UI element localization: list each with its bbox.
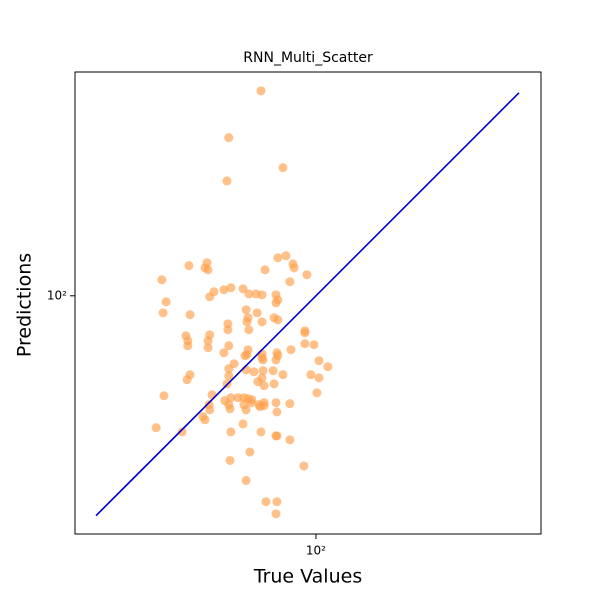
scatter-point bbox=[258, 355, 268, 365]
scatter-point bbox=[219, 348, 229, 358]
scatter-point bbox=[224, 341, 234, 351]
y-axis-label: Predictions bbox=[14, 253, 36, 357]
scatter-point bbox=[183, 341, 193, 351]
scatter-point bbox=[244, 325, 254, 335]
scatter-point bbox=[202, 258, 212, 268]
scatter-point bbox=[205, 405, 215, 415]
scatter-point bbox=[271, 398, 281, 408]
scatter-point bbox=[241, 305, 251, 315]
scatter-point bbox=[185, 370, 195, 380]
scatter-point bbox=[323, 362, 333, 372]
y-tick-label: 10² bbox=[47, 288, 67, 302]
scatter-point bbox=[249, 367, 259, 377]
scatter-point bbox=[229, 359, 239, 369]
scatter-point bbox=[268, 366, 278, 376]
x-tick-label: 10² bbox=[306, 544, 326, 558]
scatter-point bbox=[226, 283, 236, 293]
scatter-point bbox=[245, 447, 255, 457]
scatter-point bbox=[200, 415, 210, 425]
x-axis-label: True Values bbox=[253, 566, 362, 588]
scatter-point bbox=[203, 336, 213, 346]
scatter-point bbox=[225, 404, 235, 414]
scatter-point bbox=[269, 379, 279, 389]
scatter-point bbox=[300, 339, 310, 349]
scatter-point bbox=[302, 270, 312, 280]
scatter-point bbox=[285, 435, 295, 445]
scatter-point bbox=[242, 317, 252, 327]
scatter-point bbox=[289, 263, 299, 273]
scatter-point bbox=[256, 86, 266, 96]
scatter-point bbox=[271, 509, 281, 519]
scatter-point bbox=[159, 391, 169, 401]
scatter-point bbox=[306, 370, 316, 380]
scatter-point bbox=[247, 395, 257, 405]
scatter-point bbox=[309, 340, 319, 350]
scatter-point bbox=[278, 370, 288, 380]
scatter-point bbox=[259, 398, 269, 408]
scatter-point bbox=[161, 297, 171, 307]
scatter-point bbox=[241, 475, 251, 485]
scatter-point bbox=[238, 419, 248, 429]
reference-line bbox=[95, 92, 520, 517]
scatter-point bbox=[286, 345, 296, 355]
scatter-point bbox=[207, 390, 217, 400]
scatter-point bbox=[244, 289, 254, 299]
scatter-point bbox=[224, 133, 234, 143]
scatter-point bbox=[260, 265, 270, 275]
scatter-point bbox=[273, 253, 283, 263]
scatter-point bbox=[203, 343, 213, 353]
scatter-point bbox=[225, 455, 235, 465]
scatter-point bbox=[258, 366, 268, 376]
scatter-point bbox=[252, 308, 262, 318]
scatter-point bbox=[226, 427, 236, 437]
scatter-point bbox=[158, 308, 168, 318]
scatter-point bbox=[285, 277, 295, 287]
scatter-point bbox=[271, 355, 281, 365]
scatter-point bbox=[177, 427, 187, 437]
scatter-point bbox=[273, 315, 283, 325]
scatter-point bbox=[300, 328, 310, 338]
scatter-point bbox=[273, 295, 283, 305]
scatter-point bbox=[241, 405, 251, 415]
plot-frame bbox=[74, 71, 542, 535]
scatter-point bbox=[220, 396, 230, 406]
scatter-point bbox=[312, 388, 322, 398]
scatter-point bbox=[257, 290, 267, 300]
scatter-point bbox=[314, 373, 324, 383]
scatter-point bbox=[203, 265, 213, 275]
scatter-point bbox=[281, 251, 291, 261]
scatter-point bbox=[314, 356, 324, 366]
scatter-point bbox=[209, 287, 219, 297]
scatter-point bbox=[224, 371, 234, 381]
scatter-point bbox=[285, 399, 295, 409]
scatter-point bbox=[259, 381, 269, 391]
scatter-point bbox=[185, 310, 195, 320]
scatter-point bbox=[256, 427, 266, 437]
scatter-point bbox=[272, 407, 282, 417]
scatter-point bbox=[219, 285, 229, 295]
scatter-point bbox=[272, 497, 282, 507]
scatter-point bbox=[151, 423, 161, 433]
scatter-point bbox=[238, 284, 248, 294]
scatter-point bbox=[184, 261, 194, 271]
scatter-point bbox=[223, 325, 233, 335]
scatter-point bbox=[157, 275, 167, 285]
scatter-point bbox=[222, 176, 232, 186]
scatter-point bbox=[299, 461, 309, 471]
scatter-point bbox=[272, 431, 282, 441]
chart-title: RNN_Multi_Scatter bbox=[243, 50, 373, 66]
scatter-point bbox=[257, 317, 267, 327]
scatter-point bbox=[261, 497, 271, 507]
scatter-point bbox=[278, 163, 288, 173]
scatter-point bbox=[243, 345, 253, 355]
